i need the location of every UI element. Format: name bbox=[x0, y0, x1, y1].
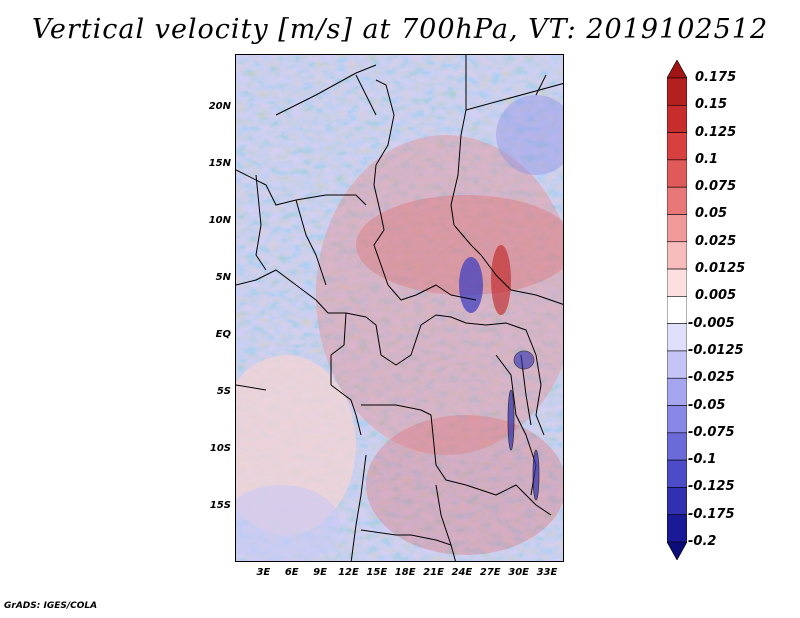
lon-tick-label: 24E bbox=[451, 567, 473, 578]
lon-tick-label: 33E bbox=[536, 567, 558, 578]
colorbar-tick-label: 0.005 bbox=[695, 288, 737, 304]
colorbar-tick-label: -0.005 bbox=[688, 315, 735, 331]
colorbar-swatch bbox=[667, 268, 687, 297]
colorbar-tick-label: -0.2 bbox=[688, 534, 717, 549]
colorbar-tick-label: 0.025 bbox=[695, 233, 737, 249]
colorbar-tick-label: -0.1 bbox=[688, 452, 717, 468]
footer-credit: GrADS: IGES/COLA bbox=[4, 601, 98, 611]
lat-tick-label: 10S bbox=[209, 443, 231, 455]
colorbar-swatch bbox=[667, 159, 687, 188]
lon-tick-label: 6E bbox=[284, 567, 299, 578]
lon-tick-label: 27E bbox=[479, 567, 501, 578]
lon-tick-label: 3E bbox=[256, 567, 271, 578]
chart-title: Vertical velocity [m/s] at 700hPa, VT: 2… bbox=[31, 14, 769, 45]
colorbar-swatch bbox=[667, 214, 687, 243]
colorbar-tick-label: 0.075 bbox=[695, 179, 737, 195]
lat-tick-label: EQ bbox=[215, 328, 231, 340]
lon-tick-label: 18E bbox=[394, 567, 416, 578]
lon-tick-label: 12E bbox=[338, 567, 359, 578]
lat-tick-label: 5S bbox=[216, 386, 231, 398]
colorbar-tick-label: -0.0125 bbox=[688, 342, 744, 358]
lon-tick-label: 9E bbox=[313, 567, 327, 578]
colorbar-swatch bbox=[667, 514, 687, 543]
colorbar-swatch bbox=[667, 432, 687, 461]
colorbar-swatch bbox=[667, 296, 687, 324]
colorbar-swatch bbox=[667, 77, 687, 106]
lat-tick-label: 10N bbox=[208, 214, 231, 226]
lat-tick-label: 5N bbox=[215, 271, 231, 283]
colorbar-swatch bbox=[667, 405, 687, 434]
vertical-velocity-field bbox=[236, 55, 563, 561]
lon-tick-label: 21E bbox=[423, 567, 444, 578]
lat-tick-label: 20N bbox=[208, 100, 231, 112]
lon-tick-label: 15E bbox=[366, 567, 388, 578]
colorbar-tick-label: -0.05 bbox=[688, 397, 726, 413]
colorbar-tick-label: 0.0125 bbox=[695, 261, 746, 277]
colorbar-tick-label: 0.05 bbox=[695, 206, 728, 222]
lat-tick-label: 15N bbox=[208, 157, 231, 169]
colorbar-swatch bbox=[667, 459, 687, 488]
colorbar-swatch bbox=[667, 487, 687, 516]
colorbar-tick-label: -0.075 bbox=[688, 424, 735, 440]
colorbar-swatch bbox=[667, 350, 687, 379]
colorbar-swatch bbox=[667, 323, 687, 352]
colorbar-tick-label: 0.125 bbox=[695, 124, 737, 140]
colorbar-bottom-arrow bbox=[667, 541, 687, 560]
colorbar-swatch bbox=[667, 104, 687, 133]
colorbar-tick-label: -0.175 bbox=[688, 506, 735, 522]
lat-tick-label: 15S bbox=[209, 500, 231, 512]
lon-tick-label: 30E bbox=[508, 567, 529, 578]
colorbar-top-arrow bbox=[667, 60, 687, 79]
colorbar-tick-label: -0.125 bbox=[688, 479, 735, 495]
colorbar-swatch bbox=[667, 132, 687, 161]
colorbar-tick-label: -0.025 bbox=[688, 370, 735, 386]
colorbar-tick-label: 0.15 bbox=[695, 97, 728, 113]
colorbar-swatch bbox=[667, 186, 687, 215]
colorbar bbox=[667, 60, 687, 560]
colorbar-tick-label: 0.175 bbox=[695, 70, 737, 85]
colorbar-swatch bbox=[667, 241, 687, 270]
colorbar-tick-label: 0.1 bbox=[695, 151, 719, 167]
map-plot-area bbox=[235, 54, 564, 562]
colorbar-swatch bbox=[667, 377, 687, 406]
